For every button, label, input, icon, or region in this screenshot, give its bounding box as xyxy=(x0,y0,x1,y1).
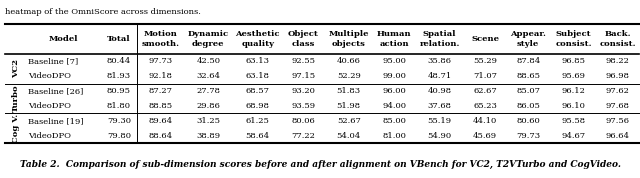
Text: 81.80: 81.80 xyxy=(107,102,131,110)
Text: 77.22: 77.22 xyxy=(291,132,315,140)
Text: Subject
consist.: Subject consist. xyxy=(556,30,592,48)
Text: Turbo: Turbo xyxy=(12,85,20,112)
Text: 97.68: 97.68 xyxy=(605,102,630,110)
Text: 89.64: 89.64 xyxy=(148,117,172,125)
Text: Baseline [19]: Baseline [19] xyxy=(28,117,84,125)
Text: Spatial
relation.: Spatial relation. xyxy=(419,30,460,48)
Text: 94.67: 94.67 xyxy=(562,132,586,140)
Text: 79.73: 79.73 xyxy=(516,132,540,140)
Text: Model: Model xyxy=(49,35,78,43)
Text: 27.78: 27.78 xyxy=(196,87,220,95)
Text: Scene: Scene xyxy=(471,35,499,43)
Text: 80.44: 80.44 xyxy=(107,57,131,65)
Text: Multiple
objects: Multiple objects xyxy=(328,30,369,48)
Text: 98.22: 98.22 xyxy=(605,57,630,65)
Text: 80.95: 80.95 xyxy=(107,87,131,95)
Text: 29.86: 29.86 xyxy=(196,102,220,110)
Text: 38.89: 38.89 xyxy=(196,132,220,140)
Text: 44.10: 44.10 xyxy=(473,117,497,125)
Text: 93.59: 93.59 xyxy=(291,102,316,110)
Text: 79.30: 79.30 xyxy=(107,117,131,125)
Text: Cog V.: Cog V. xyxy=(12,114,20,143)
Text: 85.07: 85.07 xyxy=(516,87,540,95)
Text: 37.68: 37.68 xyxy=(428,102,452,110)
Text: 95.58: 95.58 xyxy=(562,117,586,125)
Text: Table 2.  Comparison of sub-dimension scores before and after alignment on VBenc: Table 2. Comparison of sub-dimension sco… xyxy=(19,160,621,169)
Text: Baseline [26]: Baseline [26] xyxy=(28,87,84,95)
Text: 79.80: 79.80 xyxy=(107,132,131,140)
Text: 87.27: 87.27 xyxy=(148,87,172,95)
Text: VideoDPO: VideoDPO xyxy=(28,102,71,110)
Text: 80.06: 80.06 xyxy=(291,117,315,125)
Text: Human
action: Human action xyxy=(377,30,412,48)
Text: VC2: VC2 xyxy=(12,59,20,78)
Text: 88.85: 88.85 xyxy=(148,102,172,110)
Text: 97.62: 97.62 xyxy=(605,87,630,95)
Text: Appear.
style: Appear. style xyxy=(510,30,546,48)
Text: 42.50: 42.50 xyxy=(196,57,220,65)
Text: Total: Total xyxy=(107,35,131,43)
Text: Dynamic
degree: Dynamic degree xyxy=(188,30,228,48)
Text: 97.73: 97.73 xyxy=(148,57,172,65)
Text: 81.93: 81.93 xyxy=(107,72,131,80)
Text: 40.66: 40.66 xyxy=(337,57,361,65)
Text: 35.86: 35.86 xyxy=(428,57,452,65)
Text: VideoDPO: VideoDPO xyxy=(28,72,71,80)
Text: 96.64: 96.64 xyxy=(605,132,630,140)
Text: 92.18: 92.18 xyxy=(148,72,172,80)
Text: 86.05: 86.05 xyxy=(516,102,540,110)
Text: 92.55: 92.55 xyxy=(291,57,316,65)
Text: 54.04: 54.04 xyxy=(337,132,361,140)
Text: 63.13: 63.13 xyxy=(246,57,269,65)
Text: Back.
consist.: Back. consist. xyxy=(599,30,636,48)
Text: 81.00: 81.00 xyxy=(382,132,406,140)
Text: 95.00: 95.00 xyxy=(382,57,406,65)
Text: Object
class: Object class xyxy=(288,30,319,48)
Text: Baseline [7]: Baseline [7] xyxy=(28,57,79,65)
Text: 55.29: 55.29 xyxy=(473,57,497,65)
Text: 52.67: 52.67 xyxy=(337,117,361,125)
Text: 58.64: 58.64 xyxy=(246,132,270,140)
Text: 51.83: 51.83 xyxy=(337,87,361,95)
Text: 55.19: 55.19 xyxy=(428,117,452,125)
Text: 88.64: 88.64 xyxy=(148,132,172,140)
Text: 63.18: 63.18 xyxy=(246,72,269,80)
Text: 62.67: 62.67 xyxy=(474,87,497,95)
Text: 96.12: 96.12 xyxy=(562,87,586,95)
Text: 54.90: 54.90 xyxy=(428,132,452,140)
Text: 99.00: 99.00 xyxy=(382,72,406,80)
Text: 32.64: 32.64 xyxy=(196,72,220,80)
Text: 68.98: 68.98 xyxy=(246,102,269,110)
Text: Motion
smooth.: Motion smooth. xyxy=(141,30,179,48)
Text: 65.23: 65.23 xyxy=(473,102,497,110)
Text: 93.20: 93.20 xyxy=(291,87,315,95)
Text: 85.00: 85.00 xyxy=(382,117,406,125)
Text: 80.60: 80.60 xyxy=(516,117,540,125)
Text: 96.98: 96.98 xyxy=(605,72,630,80)
Text: 96.10: 96.10 xyxy=(562,102,586,110)
Text: heatmap of the OmniScore across dimensions.: heatmap of the OmniScore across dimensio… xyxy=(5,8,201,16)
Text: 87.84: 87.84 xyxy=(516,57,540,65)
Text: 95.69: 95.69 xyxy=(562,72,586,80)
Text: 97.15: 97.15 xyxy=(291,72,316,80)
Text: 96.85: 96.85 xyxy=(562,57,586,65)
Text: 52.29: 52.29 xyxy=(337,72,361,80)
Text: 88.65: 88.65 xyxy=(516,72,540,80)
Text: 94.00: 94.00 xyxy=(382,102,406,110)
Text: VideoDPO: VideoDPO xyxy=(28,132,71,140)
Text: Aesthetic
quality: Aesthetic quality xyxy=(236,30,280,48)
Text: 45.69: 45.69 xyxy=(473,132,497,140)
Text: 96.00: 96.00 xyxy=(382,87,406,95)
Text: 61.25: 61.25 xyxy=(246,117,269,125)
Text: 71.07: 71.07 xyxy=(473,72,497,80)
Text: 31.25: 31.25 xyxy=(196,117,220,125)
Text: 40.98: 40.98 xyxy=(428,87,452,95)
Text: 51.98: 51.98 xyxy=(337,102,361,110)
Text: 68.57: 68.57 xyxy=(246,87,269,95)
Text: 48.71: 48.71 xyxy=(428,72,452,80)
Text: 97.56: 97.56 xyxy=(605,117,630,125)
